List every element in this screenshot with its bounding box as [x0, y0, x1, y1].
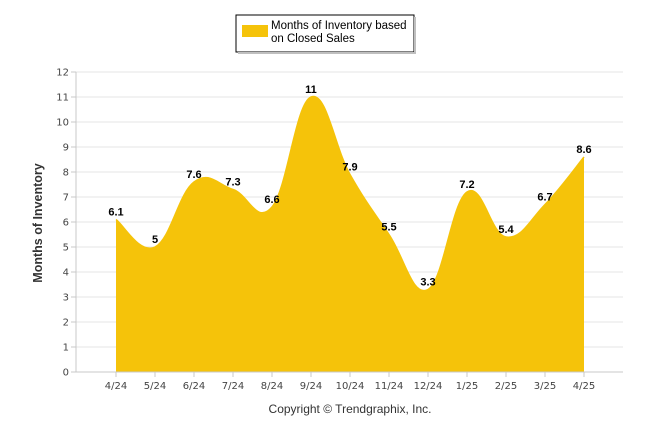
x-tick-label: 4/24	[105, 381, 127, 392]
data-label: 5.5	[381, 222, 396, 234]
series-area	[116, 96, 584, 373]
series-line	[115, 95, 585, 292]
x-tick-labels: 4/24 5/24 6/24 7/24 8/24 9/24 10/24 11/24 12/24 1…	[105, 372, 595, 392]
data-label: 7.3	[225, 177, 240, 189]
y-tick-label: 1	[63, 343, 69, 354]
x-tick-label: 1/25	[456, 381, 478, 392]
data-label: 7.9	[342, 162, 357, 174]
x-tick-label: 4/25	[573, 381, 595, 392]
y-tick-label: 3	[63, 293, 69, 304]
y-tick-label: 9	[63, 143, 69, 154]
data-label: 7.6	[186, 169, 201, 181]
y-tick-label: 5	[63, 243, 69, 254]
y-tick-label: 10	[56, 118, 69, 129]
y-tick-label: 4	[63, 268, 69, 279]
data-label: 8.6	[576, 144, 591, 156]
x-tick-label: 5/24	[144, 381, 166, 392]
y-tick-label: 7	[63, 193, 69, 204]
x-tick-label: 11/24	[375, 381, 404, 392]
legend-label-line2: on Closed Sales	[271, 33, 355, 45]
legend-shadow-bottom	[238, 52, 416, 54]
y-tick-label: 8	[63, 168, 69, 179]
x-tick-label: 10/24	[336, 381, 365, 392]
y-tick-label: 11	[56, 93, 69, 104]
y-tick-label: 2	[63, 318, 69, 329]
x-tick-label: 3/25	[534, 381, 556, 392]
x-tick-label: 2/25	[495, 381, 517, 392]
x-tick-label: 6/24	[183, 381, 205, 392]
data-label: 6.1	[108, 207, 123, 219]
data-label: 3.3	[420, 277, 435, 289]
y-tick-label: 12	[56, 68, 69, 79]
data-label: 11	[305, 84, 317, 96]
legend-swatch	[242, 25, 268, 37]
data-label: 5.4	[498, 224, 514, 236]
data-label: 6.7	[537, 192, 552, 204]
data-label: 5	[152, 234, 158, 246]
series-area-layer	[115, 95, 585, 373]
data-label: 6.6	[264, 194, 279, 206]
data-labels: 6.1 5 7.6 7.3 6.6 11 7.9 5.5 3.3 7.2 5.4 6.7 8.6	[108, 84, 591, 289]
x-tick-label: 7/24	[222, 381, 244, 392]
copyright-text: Copyright © Trendgraphix, Inc.	[269, 402, 432, 416]
y-tick-label: 6	[63, 218, 69, 229]
legend: Months of Inventory based on Closed Sale…	[235, 14, 416, 54]
data-label: 7.2	[459, 179, 474, 191]
y-tick-label: 0	[63, 368, 69, 379]
legend-label-line1: Months of Inventory based	[271, 20, 407, 32]
legend-shadow-right	[414, 17, 416, 54]
x-tick-label: 12/24	[414, 381, 443, 392]
x-tick-label: 9/24	[300, 381, 322, 392]
y-axis-label: Months of Inventory	[31, 163, 45, 282]
x-tick-label: 8/24	[261, 381, 283, 392]
